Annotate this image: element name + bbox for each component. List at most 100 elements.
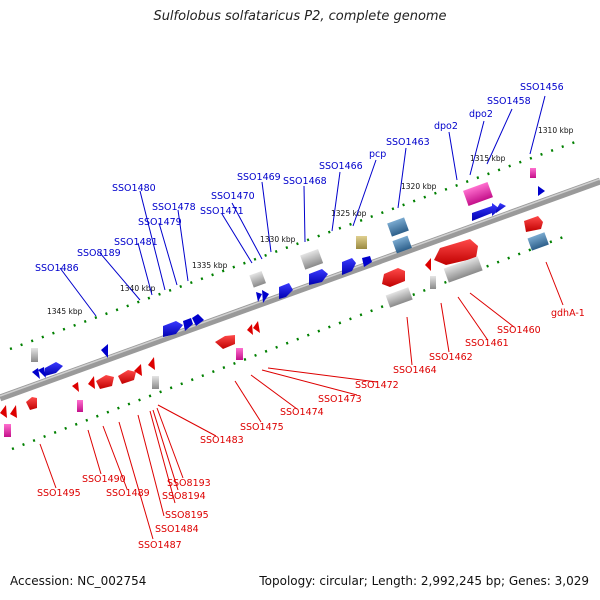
misc-feature-box[interactable]: [385, 287, 413, 308]
gene-label[interactable]: SSO1469: [237, 172, 281, 183]
gene-arrow[interactable]: [183, 318, 193, 331]
gene-label[interactable]: gdhA-1: [551, 308, 585, 319]
scale-label: 1330 kbp: [260, 235, 296, 244]
gene-label[interactable]: SSO1474: [280, 407, 324, 418]
gene-label[interactable]: SSO1475: [240, 422, 284, 433]
gene-arrow[interactable]: [309, 269, 328, 285]
forward-leader-lines: [59, 95, 546, 317]
gene-label[interactable]: pcp: [369, 149, 386, 160]
gene-label[interactable]: dpo2: [434, 121, 458, 132]
gene-label[interactable]: SSO1483: [200, 435, 244, 446]
gene-label[interactable]: SSO1479: [138, 217, 182, 228]
gene-arrow[interactable]: [10, 405, 17, 418]
gene-label[interactable]: SSO1487: [138, 540, 182, 551]
gene-arrow[interactable]: [45, 362, 63, 376]
misc-feature-box[interactable]: [31, 348, 38, 362]
gene-arrow[interactable]: [496, 203, 506, 213]
gene-label[interactable]: SSO1470: [211, 191, 255, 202]
gene-label[interactable]: SSO1461: [465, 338, 509, 349]
gene-label[interactable]: SSO1456: [520, 82, 564, 93]
gene-label[interactable]: SSO8194: [162, 491, 206, 502]
map-title: Sulfolobus solfataricus P2, complete gen…: [153, 9, 447, 24]
rna-box[interactable]: [392, 235, 412, 254]
pseudogene-box[interactable]: [236, 348, 243, 360]
misc-feature-box[interactable]: [152, 376, 159, 389]
gene-arrow[interactable]: [88, 376, 95, 389]
pseudogene-box[interactable]: [530, 168, 536, 178]
gene-label[interactable]: dpo2: [469, 109, 493, 120]
misc-feature-box[interactable]: [300, 249, 324, 270]
gene-label[interactable]: SSO1460: [497, 325, 541, 336]
gene-arrow[interactable]: [163, 321, 183, 337]
gene-arrow[interactable]: [247, 324, 253, 335]
genome-summary-text: Topology: circular; Length: 2,992,245 bp…: [259, 574, 589, 588]
gene-arrow[interactable]: [96, 375, 114, 389]
gene-arrow[interactable]: [262, 290, 269, 303]
reverse-gene-labels: gdhA-1 SSO1460 SSO1461 SSO1462 SSO1464 S…: [37, 308, 585, 551]
scale-label: 1315 kbp: [470, 154, 506, 163]
misc-feature-box[interactable]: [356, 236, 367, 249]
gene-label[interactable]: SSO1462: [429, 352, 473, 363]
forward-features: [31, 168, 545, 379]
rna-box[interactable]: [527, 232, 549, 251]
scale-label: 1325 kbp: [331, 209, 367, 218]
gene-arrow[interactable]: [148, 357, 155, 370]
gene-arrow[interactable]: [434, 239, 478, 265]
gene-label[interactable]: SSO1472: [355, 380, 399, 391]
misc-feature-box[interactable]: [249, 270, 266, 288]
gene-arrow[interactable]: [101, 344, 108, 358]
gene-arrow[interactable]: [342, 258, 356, 275]
genome-backbone: [0, 177, 600, 402]
gene-label[interactable]: SSO8195: [165, 510, 209, 521]
gene-arrow[interactable]: [472, 203, 500, 221]
gene-arrow[interactable]: [32, 368, 40, 379]
pseudogene-box[interactable]: [4, 424, 11, 437]
gene-arrow[interactable]: [118, 370, 136, 384]
gene-arrow[interactable]: [215, 335, 235, 349]
scale-label: 1345 kbp: [47, 307, 83, 316]
gene-arrow[interactable]: [0, 405, 7, 418]
accession-text: Accession: NC_002754: [10, 574, 147, 588]
gene-arrow[interactable]: [192, 314, 204, 326]
gene-arrow[interactable]: [425, 258, 431, 271]
gene-label[interactable]: SSO1464: [393, 365, 437, 376]
rna-box[interactable]: [387, 217, 409, 237]
gene-label[interactable]: SSO1481: [114, 237, 158, 248]
gene-label[interactable]: SSO1486: [35, 263, 79, 274]
gene-arrow[interactable]: [279, 283, 293, 299]
gene-label[interactable]: SSO1473: [318, 394, 362, 405]
gene-label[interactable]: SSO1480: [112, 183, 156, 194]
gene-label[interactable]: SSO1466: [319, 161, 363, 172]
reverse-features: [0, 216, 549, 437]
gene-label[interactable]: SSO1463: [386, 137, 430, 148]
forward-tick-track: [9, 139, 579, 351]
pseudogene-box[interactable]: [77, 400, 83, 412]
gene-label[interactable]: SSO1484: [155, 524, 199, 535]
pseudogene-box[interactable]: [463, 182, 493, 206]
gene-arrow[interactable]: [72, 382, 79, 392]
gene-label[interactable]: SSO8193: [167, 478, 211, 489]
gene-label[interactable]: SSO1468: [283, 176, 327, 187]
gene-label[interactable]: SSO1495: [37, 488, 81, 499]
misc-feature-box[interactable]: [443, 256, 483, 283]
gene-label[interactable]: SSO1478: [152, 202, 196, 213]
gene-label[interactable]: SSO1471: [200, 206, 244, 217]
gene-arrow[interactable]: [538, 186, 545, 196]
gene-arrow[interactable]: [524, 216, 543, 232]
gene-arrow[interactable]: [38, 367, 46, 378]
reverse-leader-lines: [39, 261, 564, 540]
gene-arrow[interactable]: [26, 397, 37, 410]
gene-label[interactable]: SSO8189: [77, 248, 121, 259]
gene-label[interactable]: SSO1458: [487, 96, 531, 107]
forward-gene-labels: SSO1456 SSO1458 dpo2 dpo2 SSO1463 pcp SS…: [35, 82, 564, 274]
gene-arrow[interactable]: [362, 256, 372, 267]
gene-arrow[interactable]: [253, 321, 260, 333]
gene-arrow[interactable]: [256, 292, 262, 302]
misc-feature-box[interactable]: [430, 276, 436, 289]
gene-label[interactable]: SSO1490: [82, 474, 126, 485]
gene-label[interactable]: SSO1489: [106, 488, 150, 499]
gene-arrow[interactable]: [382, 268, 405, 287]
genome-backbone-highlight: [0, 178, 600, 397]
gene-arrow[interactable]: [134, 364, 142, 376]
